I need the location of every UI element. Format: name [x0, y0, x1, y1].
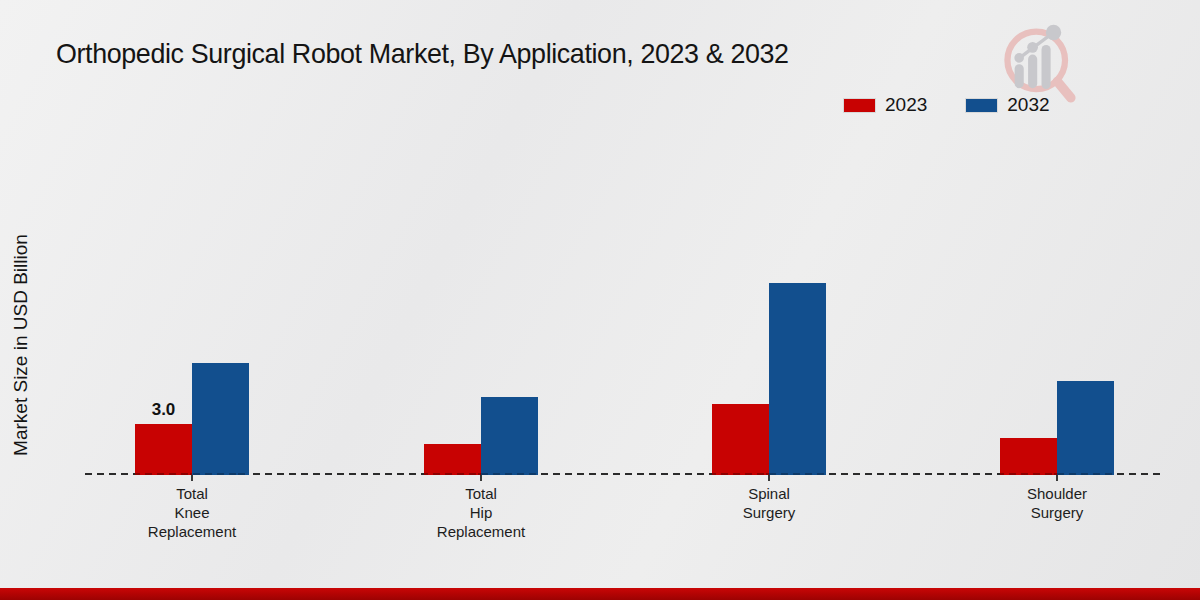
x-axis-tick	[191, 475, 193, 481]
baseline-dash-overlay	[192, 473, 249, 475]
bar-2023-shoulder-surgery	[1000, 438, 1057, 475]
bar-2032-shoulder-surgery	[1057, 381, 1114, 475]
bar-2023-total-hip-replacement	[424, 444, 481, 475]
bar-2023-spinal-surgery	[712, 404, 769, 475]
bar-2032-total-knee-replacement	[192, 363, 249, 475]
x-axis-tick	[480, 475, 482, 481]
baseline-dash-overlay	[1000, 473, 1057, 475]
bar-2032-spinal-surgery	[769, 283, 826, 475]
baseline-dash-overlay	[769, 473, 826, 475]
x-tick-label-total-hip-replacement: Total Hip Replacement	[396, 484, 566, 541]
bar-chart-plot-area: Total Knee Replacement Total Hip Replacem…	[0, 0, 1200, 600]
x-axis-tick	[1056, 475, 1058, 481]
bar-2023-total-knee-replacement	[135, 424, 192, 475]
bar-2032-total-hip-replacement	[481, 397, 538, 475]
footer-accent-bar	[0, 588, 1200, 600]
baseline-dash-overlay	[1057, 473, 1114, 475]
baseline-dash-overlay	[135, 473, 192, 475]
x-tick-label-shoulder-surgery: Shoulder Surgery	[972, 484, 1142, 522]
bar-value-label: 3.0	[135, 400, 192, 420]
baseline-dash-overlay	[712, 473, 769, 475]
baseline-dash-overlay	[481, 473, 538, 475]
baseline-dash-overlay	[424, 473, 481, 475]
x-tick-label-total-knee-replacement: Total Knee Replacement	[107, 484, 277, 541]
x-tick-label-spinal-surgery: Spinal Surgery	[684, 484, 854, 522]
x-axis-tick	[768, 475, 770, 481]
